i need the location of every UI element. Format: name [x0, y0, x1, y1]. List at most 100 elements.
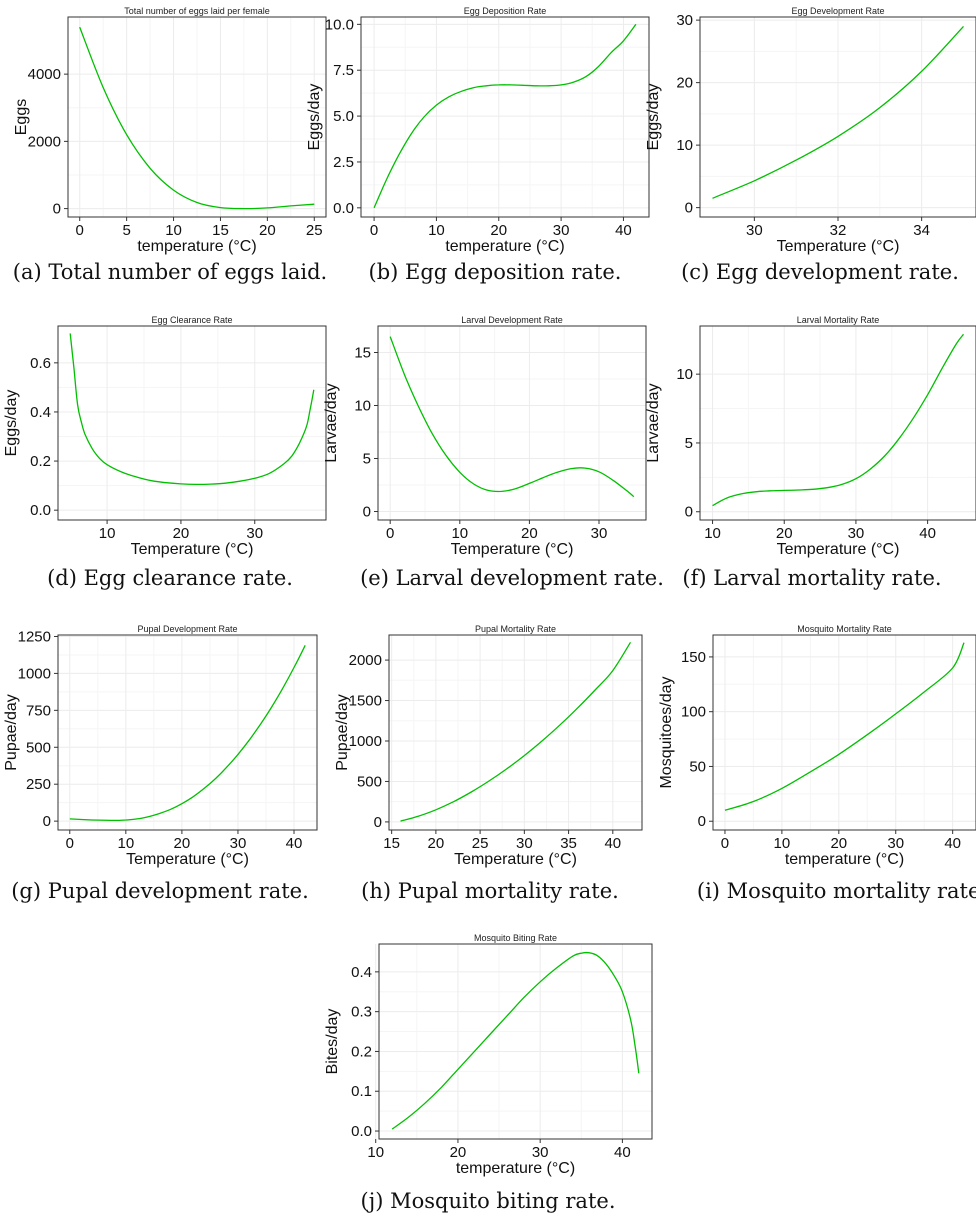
chart-panel-d: Egg Clearance Rate 10 20 30 0.0 0.2 0.4 0.6 Temp… [3, 315, 327, 590]
y-axis-label: Mosquitoes/day [658, 676, 675, 788]
figure-caption: (i) Mosquito mortality rate. [697, 879, 976, 903]
y-axis-label: Larvae/day [645, 383, 662, 462]
y-tick-label: 150 [681, 649, 706, 666]
x-axis-label: temperature (°C) [137, 238, 256, 255]
plot-area [699, 325, 976, 521]
plot-border [360, 16, 650, 218]
figure-caption: (d) Egg clearance rate. [47, 566, 293, 590]
x-tick-label: 20 [490, 222, 507, 239]
y-tick-label: 1250 [18, 628, 51, 645]
y-tick-label: 30 [676, 12, 693, 29]
y-tick-label: 0.3 [351, 1004, 372, 1021]
x-tick-label: 30 [516, 835, 533, 852]
x-tick-label: 10 [428, 222, 445, 239]
x-tick-label: 10 [451, 525, 468, 542]
x-tick-label: 32 [830, 222, 847, 239]
y-axis-label: Pupae/day [334, 694, 351, 771]
figure-caption: (g) Pupal development rate. [11, 879, 309, 903]
x-tick-label: 40 [944, 835, 961, 852]
figure-caption: (c) Egg development rate. [681, 260, 959, 284]
x-tick-label: 30 [246, 525, 263, 542]
x-tick-label: 10 [774, 835, 791, 852]
y-axis-label: Eggs/day [3, 390, 20, 457]
y-tick-label: 5 [363, 451, 371, 468]
x-tick-label: 30 [746, 222, 763, 239]
figure-caption: (a) Total number of eggs laid. [13, 260, 327, 284]
x-tick-label: 35 [560, 835, 577, 852]
y-tick-label: 500 [357, 773, 382, 790]
figure-caption: (h) Pupal mortality rate. [361, 879, 619, 903]
y-tick-label: 0 [685, 504, 693, 521]
plot-border [57, 325, 327, 521]
plot-border [377, 325, 647, 521]
y-tick-label: 2.5 [333, 154, 354, 171]
figure-caption: (j) Mosquito biting rate. [361, 1189, 616, 1213]
x-tick-label: 40 [614, 1144, 631, 1161]
y-tick-label: 0 [698, 813, 706, 830]
x-tick-label: 10 [704, 525, 721, 542]
x-tick-label: 40 [919, 525, 936, 542]
y-axis-label: Bites/day [324, 1009, 341, 1075]
x-tick-label: 20 [776, 525, 793, 542]
y-tick-label: 10 [676, 366, 693, 383]
y-tick-label: 0 [53, 201, 61, 218]
y-tick-label: 20 [676, 75, 693, 92]
x-tick-label: 20 [259, 222, 276, 239]
series-line-e [389, 336, 635, 498]
y-tick-label: 10.0 [325, 16, 354, 33]
x-tick-label: 15 [212, 222, 229, 239]
x-axis-label: Temperature (°C) [126, 851, 249, 868]
y-tick-label: 50 [689, 758, 706, 775]
chart-title: Mosquito Mortality Rate [797, 624, 892, 634]
x-tick-label: 10 [99, 525, 116, 542]
y-tick-label: 0.0 [30, 502, 51, 519]
x-tick-label: 20 [521, 525, 538, 542]
chart-panel-j: Mosquito Biting Rate 10 20 30 40 0.0 0.1 0.2 0.3… [324, 933, 653, 1213]
y-tick-label: 1000 [18, 665, 51, 682]
y-tick-label: 0 [43, 813, 51, 830]
x-tick-label: 25 [472, 835, 489, 852]
plot-border [378, 943, 653, 1140]
series-line-c [712, 25, 964, 199]
plot-border [699, 325, 976, 521]
series-line-f [712, 333, 965, 507]
x-tick-label: 10 [165, 222, 182, 239]
x-axis-label: Temperature (°C) [451, 541, 574, 558]
x-axis-label: temperature (°C) [445, 238, 564, 255]
chart-title: Egg Deposition Rate [464, 6, 547, 16]
y-tick-label: 0.0 [351, 1123, 372, 1140]
x-tick-label: 15 [383, 835, 400, 852]
x-tick-label: 0 [721, 835, 729, 852]
chart-title: Larval Development Rate [461, 315, 563, 325]
series-line-b [373, 23, 637, 209]
y-axis-label: Pupae/day [3, 694, 20, 771]
series-line-g [69, 645, 306, 822]
chart-title: Larval Mortality Rate [797, 315, 880, 325]
chart-panel-e: Larval Development Rate 0 10 20 30 0 5 10 15 Temp… [323, 315, 664, 590]
x-tick-label: 20 [830, 835, 847, 852]
series-line-h [400, 641, 632, 822]
series-line-i [724, 642, 965, 811]
x-tick-label: 20 [174, 835, 191, 852]
y-tick-label: 4000 [28, 66, 61, 83]
x-tick-label: 20 [450, 1144, 467, 1161]
plot-area [360, 16, 650, 218]
chart-panel-b: Egg Deposition Rate 0 10 20 30 40 0.0 2.5 5.0 7.5… [306, 6, 650, 284]
series-line-a [79, 26, 315, 210]
y-tick-label: 0.6 [30, 355, 51, 372]
y-tick-label: 0.2 [30, 453, 51, 470]
plot-area [57, 325, 327, 521]
y-tick-label: 0.0 [333, 200, 354, 217]
plot-border [712, 634, 976, 831]
x-tick-label: 20 [428, 835, 445, 852]
y-tick-label: 10 [676, 137, 693, 154]
chart-panel-h: Pupal Mortality Rate 15 20 25 30 35 40 0 500 1000… [334, 624, 643, 903]
y-tick-label: 0 [374, 814, 382, 831]
chart-panel-f: Larval Mortality Rate 10 20 30 40 0 5 10 Tempera… [645, 315, 976, 590]
y-axis-label: Eggs/day [645, 84, 662, 151]
y-tick-label: 0.4 [30, 404, 51, 421]
y-tick-label: 5.0 [333, 108, 354, 125]
y-axis-label: Eggs [13, 99, 30, 135]
chart-title: Egg Clearance Rate [151, 315, 232, 325]
